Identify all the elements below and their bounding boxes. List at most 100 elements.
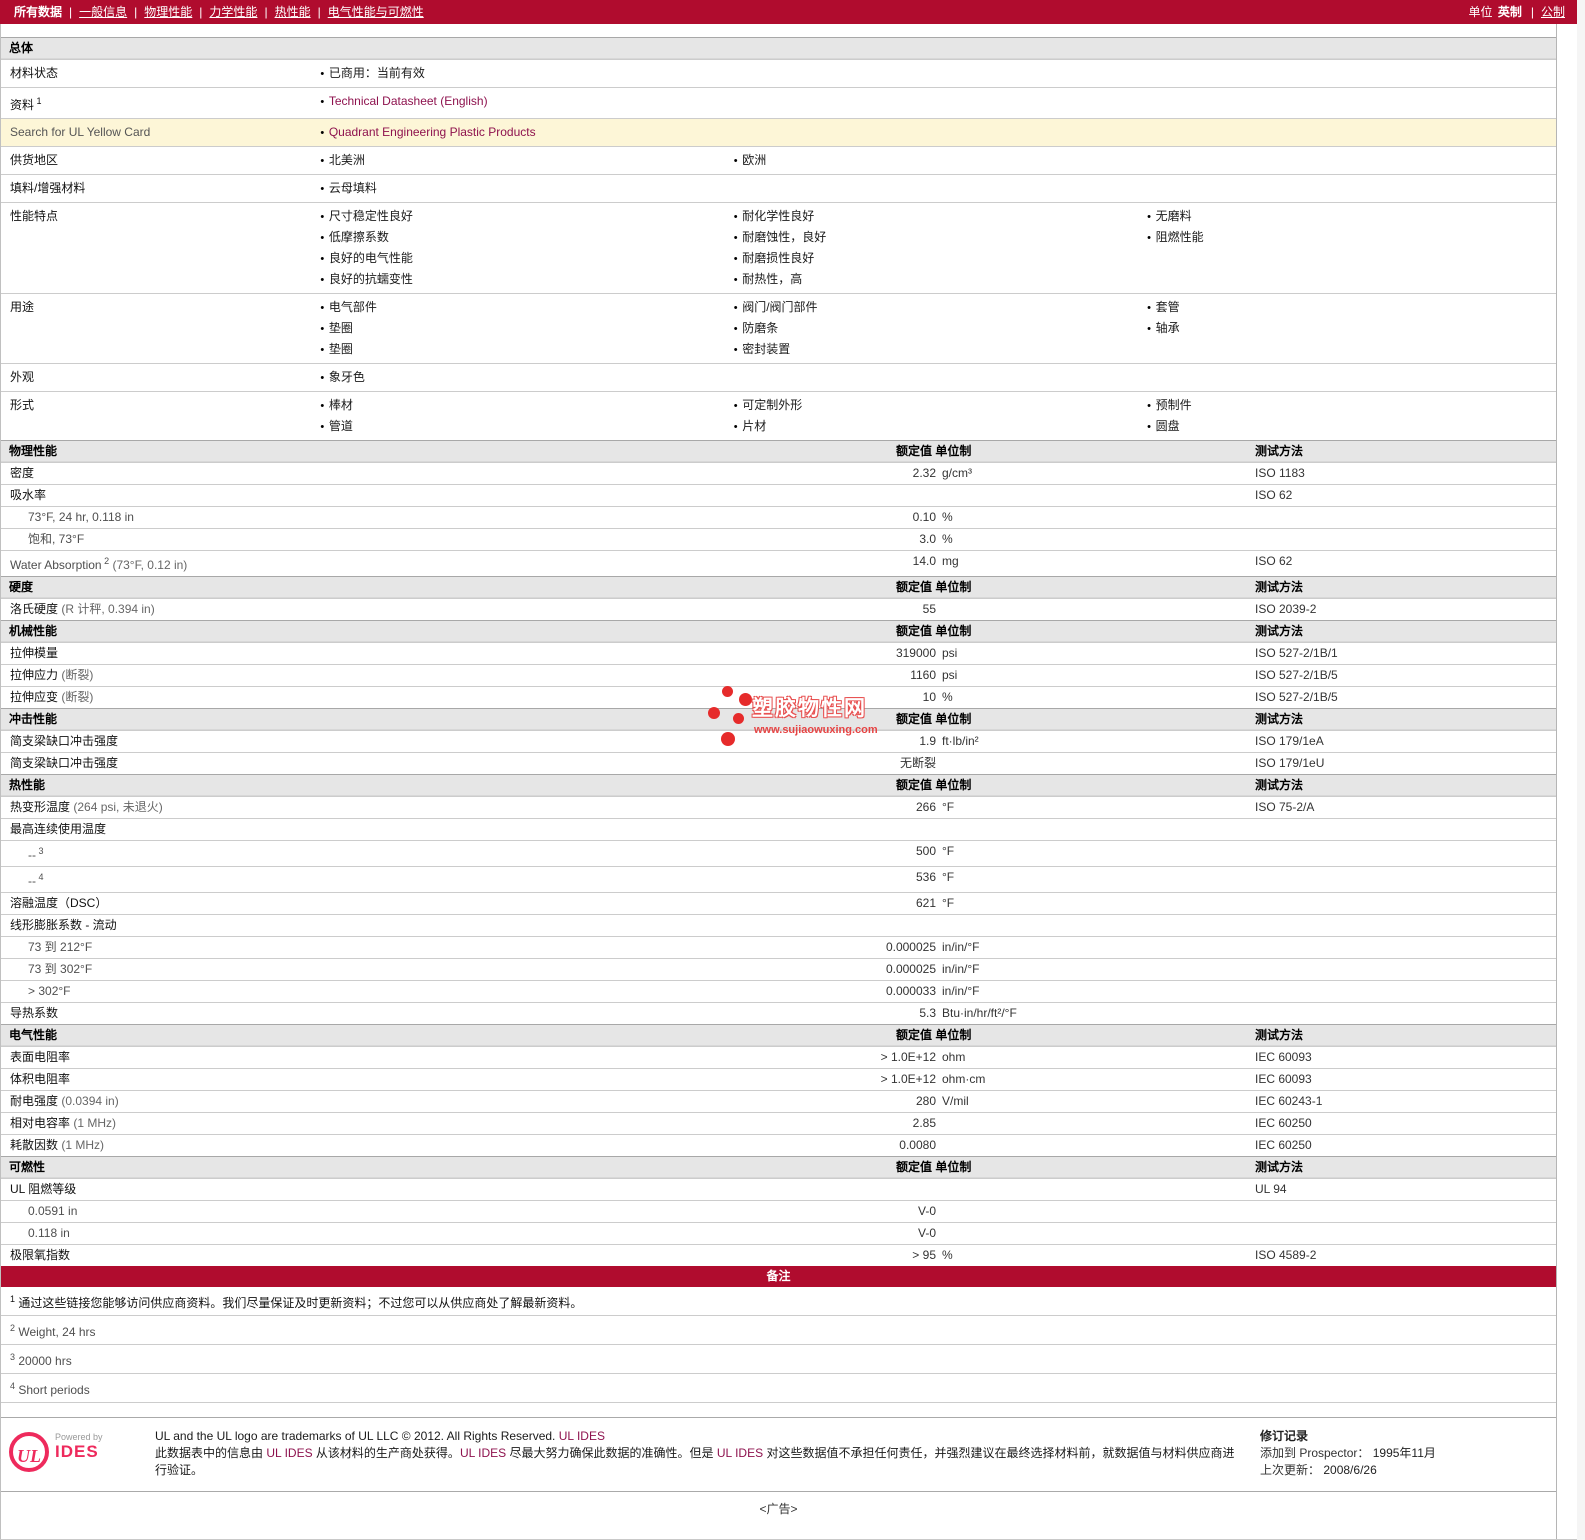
value-unit-col-header: 额定值 单位制	[896, 778, 972, 792]
general-col	[729, 88, 1142, 118]
note-text: 20000 hrs	[15, 1354, 72, 1368]
section-header-general: 总体	[1, 37, 1556, 59]
general-col	[729, 119, 1142, 146]
property-label: 饱和, 73°F	[28, 532, 85, 546]
test-method: ISO 179/1eA	[1255, 734, 1324, 748]
property-label: 体积电阻率	[10, 1072, 71, 1086]
bullet-icon: •	[1147, 232, 1152, 244]
section-header: 硬度 额定值 单位制 测试方法	[1, 576, 1556, 598]
general-item-text: 良好的电气性能	[328, 251, 413, 265]
nav-tab-5[interactable]: 热性能	[274, 5, 311, 19]
property-label: 73 到 302°F	[28, 962, 93, 976]
footer-text: UL and the UL logo are trademarks of UL …	[155, 1428, 1260, 1479]
general-row-label: 用途	[10, 300, 35, 314]
note-row: 1 通过这些链接您能够访问供应商资料。我们尽量保证及时更新资料；不过您可以从供应…	[10, 1294, 583, 1310]
general-item-link[interactable]: Quadrant Engineering Plastic Products	[328, 125, 536, 139]
property-row: Water Absorption 2 (73°F, 0.12 in) 14.0 mg…	[1, 550, 1556, 576]
general-col: • 阀门/阀门部件 • 防磨条 • 密封装置	[729, 294, 1142, 363]
value-unit-col-header: 额定值 单位制	[896, 580, 972, 594]
nav-tab-6[interactable]: 电气性能与可燃性	[327, 5, 424, 19]
property-value: 1.9	[919, 734, 936, 748]
revision-added: 添加到 Prospector： 1995年11月	[1260, 1446, 1436, 1460]
property-label: 最高连续使用温度	[10, 822, 107, 836]
nav-tab-4[interactable]: 力学性能	[209, 5, 258, 19]
property-unit: in/in/°F	[942, 940, 980, 954]
property-label: 线形膨胀系数 - 流动	[10, 918, 117, 932]
general-item-text: 耐磨损性良好	[742, 251, 815, 265]
ul-ides-link[interactable]: UL IDES	[716, 1446, 764, 1460]
property-unit: %	[942, 1248, 953, 1262]
nav-separator: |	[199, 5, 203, 19]
bullet-item: • Quadrant Engineering Plastic Products	[316, 122, 729, 143]
bullet-item: • 轴承	[1143, 318, 1556, 339]
property-value: 0.10	[912, 510, 936, 524]
property-row: 拉伸应变 (断裂) 10% ISO 527-2/1B/5	[1, 686, 1556, 708]
property-row: 耗散因数 (1 MHz) 0.0080 IEC 60250	[1, 1134, 1556, 1156]
ul-ides-link[interactable]: UL IDES	[459, 1446, 507, 1460]
bullet-item: • 良好的电气性能	[316, 248, 729, 269]
property-row: 0.118 in V-0	[1, 1222, 1556, 1244]
ul-ides-link[interactable]: UL IDES	[266, 1446, 313, 1460]
nav-tab-3[interactable]: 物理性能	[144, 5, 193, 19]
bullet-item: • 已商用：当前有效	[316, 63, 729, 84]
property-value: 0.000025	[885, 962, 936, 976]
property-unit: g/cm³	[942, 466, 972, 480]
property-label: 溶融温度（DSC）	[10, 896, 108, 910]
property-value: 621	[915, 896, 936, 910]
bullet-icon: •	[733, 232, 738, 244]
property-unit: %	[942, 690, 953, 704]
property-label-note: (1 MHz)	[58, 1138, 105, 1152]
general-col	[729, 60, 1142, 87]
bullet-item: • 圆盘	[1143, 416, 1556, 437]
property-row: 极限氧指数 > 95% ISO 4589-2	[1, 1244, 1556, 1266]
test-method: ISO 179/1eU	[1255, 756, 1325, 770]
general-col: • 象牙色	[316, 364, 729, 391]
bullet-item: • 套管	[1143, 297, 1556, 318]
value-unit-col-header: 额定值 单位制	[896, 624, 972, 638]
general-item-text: 垫圈	[328, 321, 353, 335]
top-gap	[1, 24, 1556, 37]
property-row: 导热系数 5.3 Btu·in/hr/ft²/°F	[1, 1002, 1556, 1024]
property-label: 导热系数	[10, 1006, 59, 1020]
ides-label: IDES	[55, 1442, 99, 1461]
section-title: 机械性能	[9, 624, 58, 638]
general-item-text: 北美洲	[328, 153, 365, 167]
unit-toggle: 单位 英制 | 公制	[1469, 0, 1566, 24]
nav-tab-1[interactable]: 所有数据	[14, 5, 63, 19]
general-col	[1143, 88, 1556, 118]
property-unit: °F	[942, 870, 955, 884]
bullet-item: • 耐化学性良好	[729, 206, 1142, 227]
ad-placeholder: <广告>	[759, 1502, 798, 1516]
bullet-item: • 密封装置	[729, 339, 1142, 360]
bullet-item: • 棒材	[316, 395, 729, 416]
property-row: 拉伸应力 (断裂) 1160 psi ISO 527-2/1B/5	[1, 664, 1556, 686]
test-method: ISO 4589-2	[1255, 1248, 1317, 1262]
general-col: • 无磨料 • 阻燃性能	[1143, 203, 1556, 293]
property-row: 洛氏硬度 (R 计秤, 0.394 in) 55 ISO 2039-2	[1, 598, 1556, 620]
general-col	[1143, 175, 1556, 202]
general-row: 形式 • 棒材 • 管道 • 可定制外形 • 片材 • 预制件 • 圆盘	[1, 391, 1556, 440]
property-value: > 95	[912, 1248, 936, 1262]
revision-title: 修订记录	[1260, 1429, 1309, 1443]
general-item-text: 管道	[328, 419, 353, 433]
bullet-icon: •	[320, 183, 325, 195]
property-unit: %	[942, 510, 953, 524]
property-row: -- 3 500 °F	[1, 840, 1556, 866]
unit-imperial[interactable]: 英制	[1497, 5, 1522, 19]
general-row: 外观 • 象牙色	[1, 363, 1556, 391]
unit-metric-link[interactable]: 公制	[1540, 5, 1565, 19]
bullet-icon: •	[1147, 400, 1152, 412]
general-col: • Quadrant Engineering Plastic Products	[316, 119, 729, 146]
general-col	[1143, 119, 1556, 146]
property-unit: in/in/°F	[942, 984, 980, 998]
property-row: -- 4 536 °F	[1, 866, 1556, 892]
ul-ides-link[interactable]: UL IDES	[558, 1429, 605, 1443]
general-item-text: 阀门/阀门部件	[742, 300, 818, 314]
test-method: ISO 62	[1255, 554, 1293, 568]
general-item-link[interactable]: Technical Datasheet (English)	[328, 94, 488, 108]
general-col	[729, 175, 1142, 202]
bullet-item: • 片材	[729, 416, 1142, 437]
nav-tab-2[interactable]: 一般信息	[79, 5, 128, 19]
test-method: ISO 1183	[1255, 466, 1305, 480]
